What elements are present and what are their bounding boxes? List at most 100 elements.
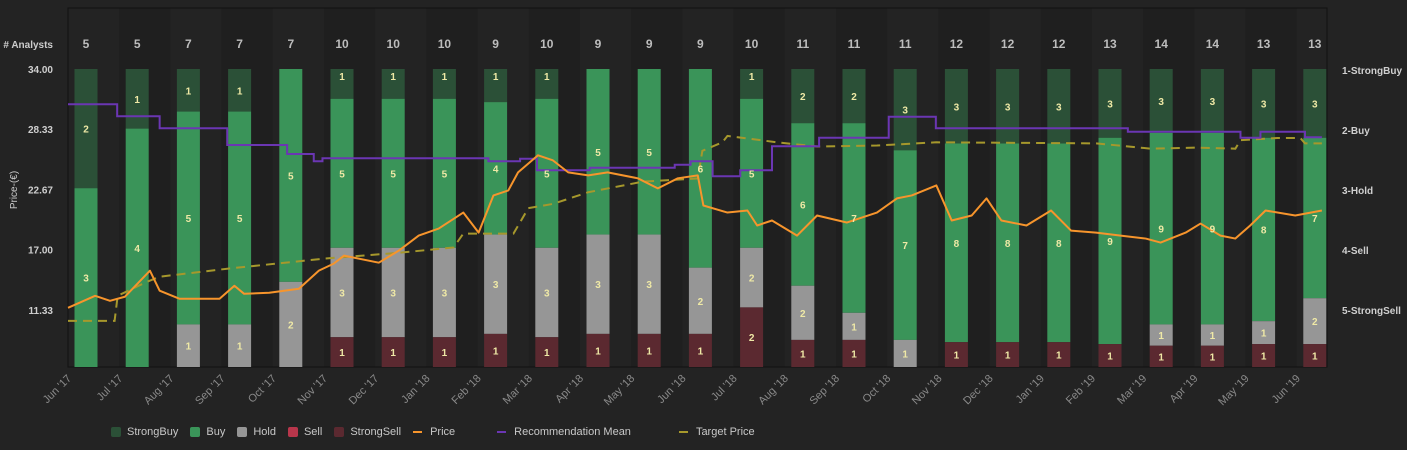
bar-value-label: 2: [749, 333, 755, 344]
bar-segment-buy: [1303, 137, 1327, 299]
bar-value-label: 2: [288, 320, 294, 331]
legend-item-sell[interactable]: Sell: [287, 426, 322, 438]
bar-segment-buy: [996, 143, 1020, 343]
bar-value-label: 1: [186, 86, 192, 97]
bar-segment-hold: [381, 247, 405, 338]
bar-segment-buy: [944, 143, 968, 343]
bar-value-label: 1: [1210, 352, 1216, 363]
legend-item-buy[interactable]: Buy: [190, 426, 225, 438]
bar-value-label: 1: [851, 322, 857, 333]
bar-segment-strongsell: [637, 333, 661, 367]
bar-segment-buy: [535, 98, 559, 248]
bar-value-label: 5: [186, 214, 192, 225]
bar-value-label: 1: [544, 348, 550, 359]
bar-value-label: 1: [1005, 351, 1011, 362]
bar-segment-strongsell: [330, 337, 354, 367]
y2-tick-label: 3-Hold: [1342, 186, 1373, 197]
bar-value-label: 1: [595, 346, 601, 357]
bar-segment-buy: [842, 123, 866, 313]
bar-value-label: 4: [493, 164, 499, 175]
analyst-count: 7: [287, 37, 294, 51]
bar-value-label: 1: [237, 86, 243, 97]
bar-value-label: 1: [800, 349, 806, 360]
bar-segment-strongsell: [535, 337, 559, 367]
bar-value-label: 1: [390, 72, 396, 83]
chart-legend: StrongBuy Buy Hold Sell StrongSell Price Recom…: [111, 426, 767, 438]
bar-segment-buy: [432, 98, 456, 248]
bar-segment-strongsell: [1098, 344, 1122, 367]
legend-item-target-price[interactable]: Target Price: [678, 426, 755, 438]
bar-value-label: 3: [390, 289, 396, 300]
legend-swatch: [497, 431, 507, 433]
bar-value-label: 3: [1056, 102, 1062, 113]
analyst-count: 9: [492, 37, 499, 51]
legend-item-hold[interactable]: Hold: [237, 426, 276, 438]
bar-value-label: 5: [237, 214, 243, 225]
legend-item-strongbuy[interactable]: StrongBuy: [111, 426, 178, 438]
x-tick-label: Aug '17: [142, 373, 177, 408]
legend-label: Hold: [253, 426, 276, 438]
bar-segment-strongbuy: [432, 69, 456, 99]
y-tick-label: 11.33: [29, 306, 54, 317]
x-tick-label: Dec '18: [961, 373, 996, 408]
bar-value-label: 1: [954, 351, 960, 362]
bar-value-label: 1: [493, 72, 499, 83]
recommendation-mean-line: [68, 103, 1322, 178]
bar-value-label: 1: [339, 348, 345, 359]
y2-tick-label: 5-StrongSell: [1342, 306, 1401, 317]
bar-segment-strongsell: [688, 333, 712, 367]
bar-segment-hold: [176, 324, 200, 367]
x-tick-label: Oct '17: [246, 373, 279, 406]
bar-segment-hold: [893, 339, 917, 367]
y2-tick-label: 4-Sell: [1342, 246, 1369, 257]
analyst-count: 12: [1001, 37, 1015, 51]
x-tick-label: Aug '18: [756, 373, 791, 408]
x-tick-label: May '19: [1216, 373, 1251, 408]
legend-item-recommendation-mean[interactable]: Recommendation Mean: [497, 426, 631, 438]
x-tick-label: Jun '17: [41, 373, 74, 406]
bar-value-label: 8: [1056, 239, 1062, 250]
x-tick-label: Jun '19: [1270, 373, 1303, 406]
bar-value-label: 7: [902, 241, 908, 252]
bar-segment-strongbuy: [1149, 69, 1173, 133]
bar-value-label: 1: [1158, 352, 1164, 363]
legend-item-strongsell[interactable]: StrongSell: [334, 426, 401, 438]
x-tick-label: Dec '17: [347, 373, 382, 408]
analyst-count: 5: [134, 37, 141, 51]
bar-value-label: 1: [493, 346, 499, 357]
bar-value-label: 3: [1261, 99, 1267, 110]
bar-segment-buy: [1098, 137, 1122, 345]
bar-value-label: 5: [442, 169, 448, 180]
bar-segment-strongsell: [944, 342, 968, 367]
bar-value-label: 8: [954, 239, 960, 250]
bar-segment-strongbuy: [330, 69, 354, 99]
bar-segment-hold: [1149, 324, 1173, 346]
bar-value-label: 8: [1005, 239, 1011, 250]
legend-swatch: [237, 427, 248, 437]
bar-segment-strongbuy: [1047, 69, 1071, 144]
bar-segment-strongbuy: [228, 69, 252, 112]
bar-segment-buy: [228, 111, 252, 325]
bar-value-label: 3: [544, 289, 550, 300]
bar-value-label: 1: [390, 348, 396, 359]
x-tick-label: Jul '18: [709, 373, 740, 404]
bar-segment-strongsell: [484, 333, 508, 367]
bar-segment-buy: [381, 98, 405, 248]
bar-value-label: 3: [339, 289, 345, 300]
bar-value-label: 1: [902, 349, 908, 360]
legend-item-price[interactable]: Price: [413, 426, 455, 438]
y-axis-title: Price-(€): [9, 171, 20, 209]
x-tick-label: May '18: [602, 373, 637, 408]
bar-value-label: 3: [1312, 99, 1318, 110]
analyst-count: 13: [1308, 37, 1322, 51]
analyst-count: 11: [899, 37, 912, 51]
bar-segment-hold: [484, 234, 508, 334]
x-tick-label: Sep '17: [193, 373, 228, 408]
y-tick-label: 22.67: [28, 185, 53, 196]
bar-value-label: 1: [1261, 329, 1267, 340]
analyst-count: 12: [1052, 37, 1066, 51]
bar-value-label: 5: [288, 171, 294, 182]
x-tick-label: Nov '17: [296, 373, 331, 408]
bar-segment-strongsell: [1200, 345, 1224, 367]
bar-segment-hold: [279, 281, 303, 367]
